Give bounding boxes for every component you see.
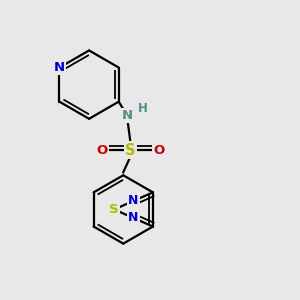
Text: O: O (153, 143, 164, 157)
Text: N: N (122, 109, 133, 122)
Text: N: N (54, 61, 65, 74)
Text: S: S (110, 203, 119, 216)
Text: N: N (128, 194, 139, 207)
Text: S: S (125, 142, 136, 158)
Text: O: O (97, 143, 108, 157)
Text: N: N (128, 212, 139, 224)
Text: H: H (138, 102, 148, 115)
